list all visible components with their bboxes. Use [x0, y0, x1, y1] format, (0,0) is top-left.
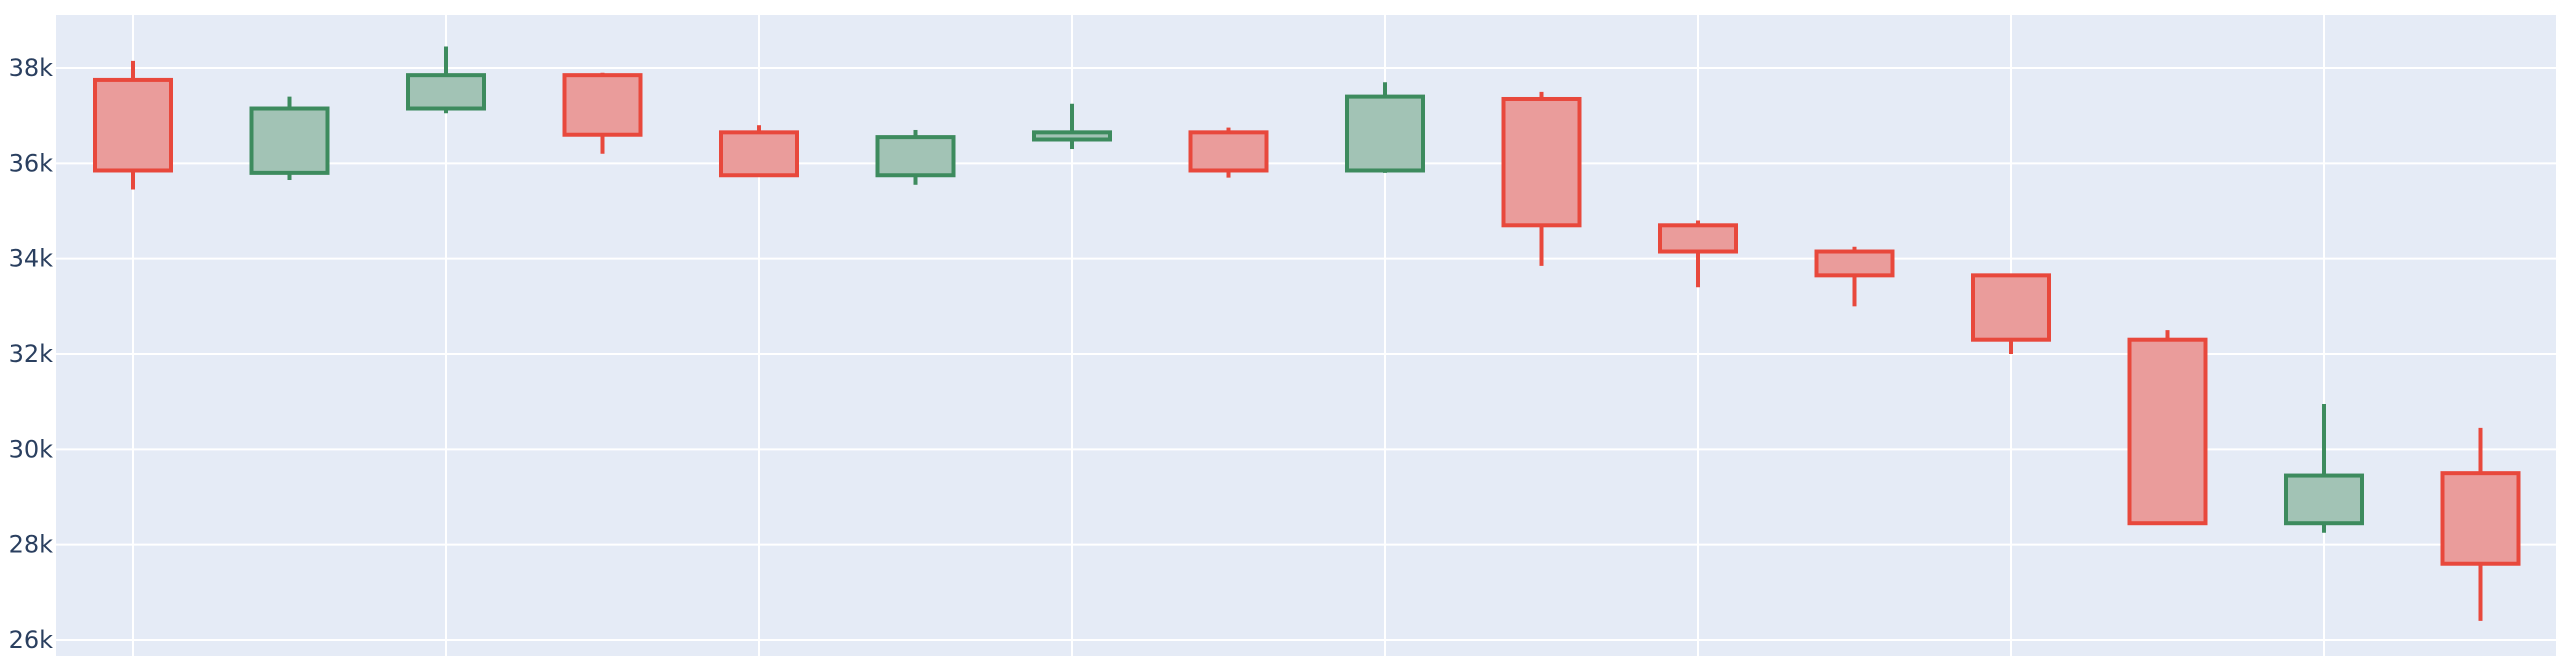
candle-decreasing	[2440, 427, 2521, 621]
y-tick-label: 32k	[9, 340, 54, 368]
candle-decreasing	[562, 72, 643, 154]
y-tick-label: 26k	[9, 626, 54, 654]
candle-body	[2284, 473, 2364, 526]
candle-increasing	[249, 96, 330, 181]
candle-increasing	[1032, 103, 1112, 150]
candle-decreasing	[2127, 330, 2208, 526]
candle-increasing	[2284, 404, 2364, 533]
candle-body	[2127, 337, 2208, 526]
y-tick-label: 30k	[9, 435, 54, 463]
candle-body	[1971, 273, 2051, 342]
y-axis-tick-labels: 38k 36k 34k 32k 30k 28k 26k	[9, 54, 54, 654]
candle-body	[1032, 130, 1112, 142]
candle-increasing	[1345, 82, 1425, 173]
y-tick-label: 34k	[9, 245, 54, 273]
candle-decreasing	[1188, 127, 1269, 178]
candles	[93, 46, 2521, 621]
candle-increasing	[875, 129, 956, 185]
candle-body	[1658, 223, 1738, 254]
candle-body	[93, 77, 173, 173]
candle-body	[719, 130, 799, 178]
candle-body	[1345, 94, 1425, 173]
candle-body	[406, 73, 486, 111]
plot-area	[56, 15, 2556, 656]
candle-body	[562, 73, 643, 137]
y-tick-label: 38k	[9, 54, 54, 82]
candle-decreasing	[719, 125, 799, 178]
candle-body	[2440, 471, 2521, 566]
candle-body	[1501, 96, 1582, 228]
candle-decreasing	[1971, 273, 2051, 354]
candle-body	[1814, 249, 1895, 278]
candle-body	[249, 106, 330, 175]
y-tick-label: 28k	[9, 531, 54, 559]
candle-decreasing	[1501, 91, 1582, 266]
candle-body	[875, 135, 956, 178]
candle-decreasing	[1814, 246, 1895, 307]
candle-increasing	[406, 46, 486, 114]
candle-decreasing	[1658, 220, 1738, 288]
candle-decreasing	[93, 60, 173, 190]
y-tick-label: 36k	[9, 149, 54, 177]
candle-body	[1188, 130, 1269, 173]
